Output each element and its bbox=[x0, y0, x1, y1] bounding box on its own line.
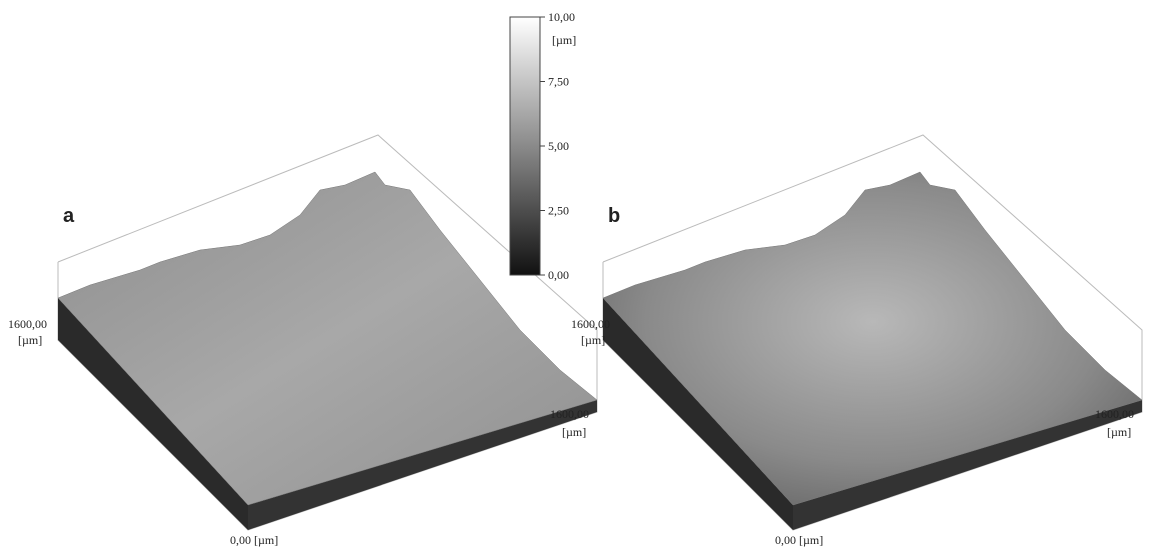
y-axis-value: 1600,00 bbox=[571, 317, 610, 331]
colorbar-tick-label: 10,00 bbox=[548, 10, 575, 24]
y-axis-unit: [µm] bbox=[581, 333, 605, 347]
figure: a 1600,00 [µm] 1600,00 [µm] 0,00 [µm] b 1600,00… bbox=[0, 0, 1149, 547]
colorbar-tick-label: 7,50 bbox=[548, 75, 569, 89]
colorbar: 10,00 7,50 5,00 2,50 0,00 [µm] bbox=[510, 10, 576, 282]
y-axis-value: 1600,00 bbox=[8, 317, 47, 331]
y-axis-unit: [µm] bbox=[18, 333, 42, 347]
x-axis-unit: [µm] bbox=[1107, 425, 1131, 439]
origin-label: 0,00 [µm] bbox=[230, 533, 278, 547]
colorbar-tick-label: 2,50 bbox=[548, 204, 569, 218]
surface bbox=[603, 172, 1142, 505]
colorbar-unit: [µm] bbox=[552, 33, 576, 47]
colorbar-gradient bbox=[510, 17, 540, 275]
panel-label: b bbox=[608, 205, 620, 227]
x-axis-unit: [µm] bbox=[562, 425, 586, 439]
panel-label: a bbox=[63, 205, 75, 227]
colorbar-tick-label: 5,00 bbox=[548, 139, 569, 153]
colorbar-tick-label: 0,00 bbox=[548, 268, 569, 282]
origin-label: 0,00 [µm] bbox=[775, 533, 823, 547]
x-axis-value: 1600,00 bbox=[1095, 407, 1134, 421]
x-axis-value: 1600,00 bbox=[550, 407, 589, 421]
